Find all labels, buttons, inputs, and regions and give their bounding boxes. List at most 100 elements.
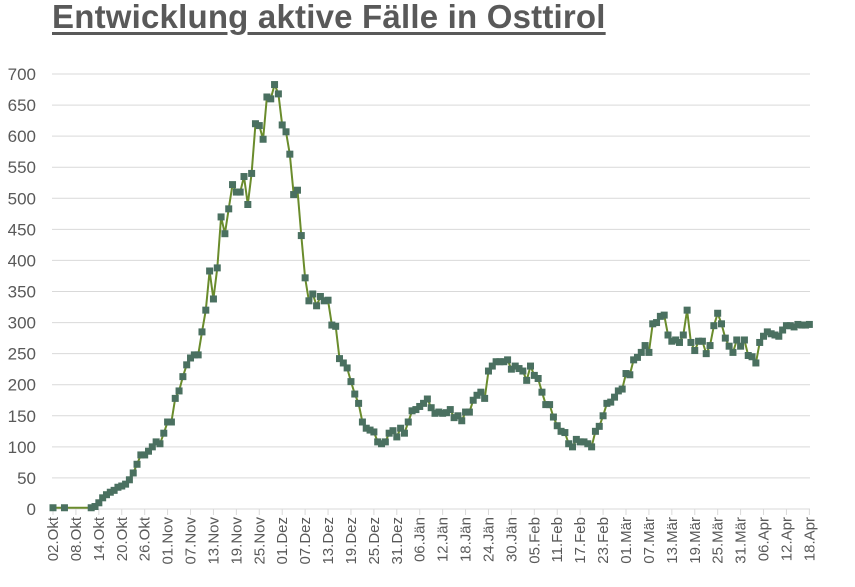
data-point-marker bbox=[263, 93, 271, 101]
y-tick-label: 50 bbox=[17, 469, 36, 488]
data-point-marker bbox=[255, 122, 263, 130]
data-point-marker bbox=[271, 81, 279, 89]
x-tick-label: 12.Jän bbox=[435, 517, 452, 562]
data-point-marker bbox=[267, 95, 275, 103]
data-point-marker bbox=[328, 321, 336, 329]
data-point-marker bbox=[668, 337, 676, 345]
data-point-marker bbox=[374, 438, 382, 446]
data-point-marker bbox=[435, 408, 443, 416]
chart-title: Entwicklung aktive Fälle in Osttirol bbox=[52, 0, 606, 35]
data-point-marker bbox=[752, 359, 760, 367]
data-point-marker bbox=[675, 338, 683, 346]
x-tick-label: 26.Okt bbox=[137, 516, 154, 561]
data-point-marker bbox=[129, 469, 137, 477]
data-point-marker bbox=[351, 390, 359, 398]
y-tick-label: 300 bbox=[8, 314, 36, 333]
x-tick-label: 14.Okt bbox=[91, 516, 108, 561]
data-point-marker bbox=[698, 337, 706, 345]
data-point-marker bbox=[232, 188, 240, 196]
data-point-marker bbox=[580, 438, 588, 446]
data-point-marker bbox=[156, 440, 164, 448]
data-point-marker bbox=[439, 409, 447, 417]
data-point-marker bbox=[179, 373, 187, 381]
data-point-marker bbox=[637, 348, 645, 356]
data-point-marker bbox=[507, 365, 515, 373]
data-point-marker bbox=[248, 169, 256, 177]
y-tick-label: 200 bbox=[8, 376, 36, 395]
x-tick-label: 12.Apr bbox=[778, 517, 795, 561]
data-point-marker bbox=[614, 387, 622, 395]
data-point-marker bbox=[427, 404, 435, 412]
x-tick-label: 01.Nov bbox=[160, 517, 177, 565]
gridlines bbox=[52, 73, 810, 479]
data-point-marker bbox=[95, 499, 103, 507]
data-point-marker bbox=[645, 348, 653, 356]
data-point-marker bbox=[588, 443, 596, 451]
y-axis: 0 50 100 150 200 250 300 350 400 450 500 550 600 650 7… bbox=[8, 65, 36, 519]
data-point-marker bbox=[740, 336, 748, 344]
data-point-marker bbox=[152, 438, 160, 446]
data-point-marker bbox=[187, 354, 195, 362]
x-tick-label: 20.Okt bbox=[114, 516, 131, 561]
data-point-marker bbox=[213, 264, 221, 272]
data-point-marker bbox=[431, 409, 439, 417]
data-point-marker bbox=[656, 312, 664, 320]
x-tick-label: 02.Okt bbox=[45, 516, 62, 561]
data-point-marker bbox=[527, 362, 534, 370]
x-tick-label: 07.Mär bbox=[641, 517, 658, 564]
x-axis: 02.Okt 08.Okt 14.Okt 20.Okt 26.Okt 01.Nov 07.N… bbox=[45, 508, 818, 565]
data-point-marker bbox=[194, 351, 202, 359]
data-point-marker bbox=[591, 427, 599, 435]
data-point-marker bbox=[721, 334, 729, 342]
data-point-marker bbox=[462, 408, 470, 416]
x-tick-label: 25.Nov bbox=[251, 517, 268, 565]
data-point-marker bbox=[290, 191, 298, 199]
data-point-marker bbox=[141, 451, 149, 459]
data-point-marker bbox=[595, 422, 603, 430]
data-point-marker bbox=[782, 322, 790, 330]
data-point-marker bbox=[160, 429, 168, 437]
data-point-marker bbox=[790, 323, 798, 331]
data-point-marker bbox=[695, 337, 703, 345]
x-tick-label: 30.Jän bbox=[503, 517, 520, 562]
x-tick-label: 19.Mär bbox=[687, 517, 704, 564]
x-tick-label: 25.Dez bbox=[366, 517, 383, 565]
data-point-marker bbox=[446, 406, 454, 414]
data-point-marker bbox=[515, 365, 523, 373]
data-point-marker bbox=[393, 433, 401, 441]
data-point-marker bbox=[534, 375, 542, 382]
data-point-marker bbox=[500, 358, 508, 366]
data-point-marker bbox=[202, 306, 210, 314]
data-point-marker bbox=[442, 409, 450, 417]
data-point-marker bbox=[198, 328, 206, 336]
data-point-marker bbox=[767, 330, 775, 338]
y-tick-label: 500 bbox=[8, 189, 36, 208]
data-point-marker bbox=[225, 205, 233, 213]
x-tick-label: 11.Feb bbox=[549, 517, 566, 563]
x-tick-label: 31.Mär bbox=[733, 517, 750, 564]
data-point-marker bbox=[110, 486, 118, 494]
data-point-marker bbox=[412, 406, 420, 414]
data-point-marker bbox=[481, 394, 489, 402]
data-point-marker bbox=[538, 388, 546, 396]
y-tick-label: 0 bbox=[27, 500, 36, 519]
data-point-marker bbox=[649, 320, 657, 328]
data-point-marker bbox=[320, 297, 328, 305]
data-point-marker bbox=[672, 336, 680, 344]
data-point-marker bbox=[714, 309, 722, 317]
data-point-marker bbox=[599, 412, 607, 420]
data-point-marker bbox=[118, 482, 126, 490]
data-point-marker bbox=[641, 342, 649, 350]
x-tick-label: 23.Feb bbox=[595, 517, 612, 564]
data-point-marker bbox=[729, 348, 737, 356]
data-point-marker bbox=[691, 347, 699, 355]
data-point-marker bbox=[145, 447, 152, 455]
data-point-marker bbox=[381, 438, 389, 446]
data-point-marker bbox=[385, 429, 393, 437]
data-point-marker bbox=[87, 504, 95, 512]
data-point-marker bbox=[293, 186, 301, 194]
data-point-marker bbox=[786, 322, 794, 330]
y-tick-label: 700 bbox=[8, 65, 36, 84]
data-point-marker bbox=[794, 320, 802, 328]
data-point-marker bbox=[102, 491, 110, 499]
